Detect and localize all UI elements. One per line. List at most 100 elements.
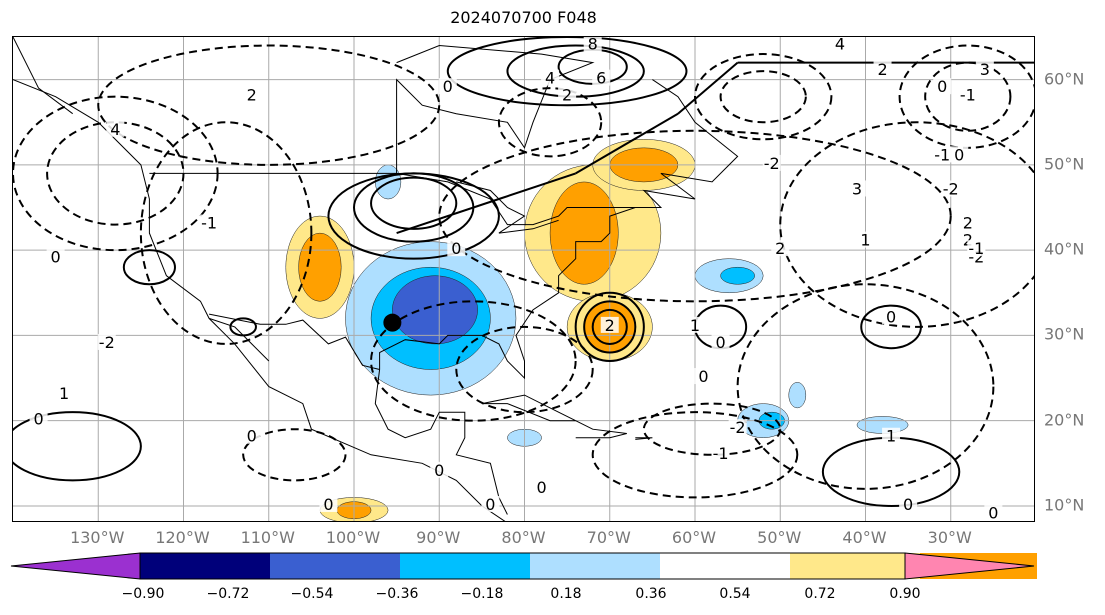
contour-label: 0 — [988, 503, 998, 522]
contour-label-bg — [771, 240, 790, 257]
contour-label-bg — [933, 146, 952, 163]
colorbar-tick-label: −0.72 — [206, 586, 250, 602]
colorbar-swatch — [140, 553, 270, 579]
contour-label: 0 — [434, 461, 444, 480]
contour-label: 0 — [536, 478, 546, 497]
coastline — [456, 181, 559, 234]
longitude-label: 100°W — [325, 528, 381, 547]
gridlines — [13, 37, 1034, 521]
contour-label-bg — [899, 495, 918, 512]
coastlines — [13, 37, 739, 521]
latitude-label: 40°N — [1044, 239, 1085, 259]
contour-line — [13, 95, 219, 252]
colorbar — [10, 552, 1037, 580]
longitude-label: 90°W — [416, 528, 461, 547]
contour-label: 0 — [451, 239, 461, 258]
contour-label: -1 — [968, 239, 984, 258]
contour-label: 3 — [980, 60, 990, 79]
contour-line — [821, 436, 961, 507]
coastline — [13, 37, 73, 115]
contour-label: -2 — [764, 154, 780, 173]
colorbar-tick-label: −0.90 — [121, 586, 165, 602]
contour-label-bg — [592, 69, 611, 86]
longitude-label: 60°W — [671, 528, 717, 547]
contour-label: 1 — [59, 384, 69, 403]
contour-label: -1 — [713, 444, 729, 463]
anomaly-patch — [298, 232, 342, 302]
contour-line — [396, 198, 500, 235]
contour-label-bg — [447, 240, 466, 257]
contour-label: 0 — [51, 248, 61, 267]
coastline — [575, 420, 627, 439]
contour-label-bg — [967, 240, 986, 257]
contour-label-bg — [481, 495, 500, 512]
longitude-label: 30°W — [927, 528, 972, 547]
contour-line — [370, 176, 458, 230]
colorbar-extend-low — [10, 552, 141, 580]
contour-label: 2 — [775, 239, 785, 258]
contour-label-bg — [583, 37, 602, 52]
contour-line — [370, 300, 577, 422]
contour-line — [736, 283, 995, 490]
colorbar-tick-label: −0.18 — [460, 586, 504, 602]
colorbar-swatch — [660, 553, 790, 579]
contour-label: 1 — [860, 231, 870, 250]
contour-label-bg — [711, 444, 730, 461]
latitude-label: 10°N — [1044, 495, 1085, 515]
contour-label: 2 — [562, 86, 572, 105]
contour-label-bg — [686, 316, 704, 333]
longitude-label: 130°W — [70, 528, 125, 547]
location-marker — [383, 313, 402, 332]
anomaly-patch — [392, 275, 478, 345]
colorbar-swatch — [400, 553, 530, 579]
contour-label: -2 — [99, 333, 115, 352]
contour-line — [438, 129, 952, 303]
colorbar-tick-label: −0.36 — [375, 586, 419, 602]
contour-label-bg — [55, 385, 74, 402]
contour-label-bg — [847, 180, 866, 197]
latitude-label: 30°N — [1044, 324, 1085, 344]
latitude-label: 60°N — [1044, 69, 1085, 89]
contour-label-bg — [984, 504, 1003, 521]
contour-line — [677, 61, 739, 115]
contour-label: 4 — [110, 120, 120, 139]
contour-label-bg — [541, 69, 560, 86]
longitude-label: 50°W — [757, 528, 802, 547]
contour-label-bg — [856, 231, 875, 248]
coastline — [209, 313, 380, 370]
contour-line — [122, 249, 176, 286]
anomaly-patch — [549, 181, 619, 285]
contour-line — [642, 402, 782, 456]
contour-label: -1 — [201, 214, 217, 233]
contour-label-bg — [882, 308, 901, 325]
contour-label-bg — [950, 146, 969, 163]
colorbar-tick-label: 0.90 — [889, 586, 921, 602]
contour-label: 0 — [886, 307, 896, 326]
anomaly-shading — [285, 139, 909, 521]
contour-label: 2 — [963, 214, 973, 233]
contour-label: -1 — [934, 145, 950, 164]
contour-label: 0 — [903, 495, 913, 514]
contour-label: 6 — [596, 69, 606, 88]
contour-line — [13, 411, 142, 482]
colorbar-swatch — [270, 553, 400, 579]
contour-line — [575, 112, 679, 175]
map-panel: 2 4 -1 0 -2 1 0 8 6 4 2 0 4 2 3 0 -1 -2 -1 0 3 2 1 -2 2 -2 2 -1 0 2 0 1… — [12, 36, 1035, 522]
contour-label: 3 — [852, 179, 862, 198]
contour-label-bg — [242, 86, 261, 103]
contour-label-bg — [873, 61, 892, 78]
contour-label-bg — [106, 120, 125, 137]
contour-label: 0 — [715, 333, 725, 352]
contour-line — [446, 37, 688, 107]
contour-label-bg — [200, 214, 219, 231]
contour-line — [591, 411, 799, 499]
contour-label: 4 — [545, 69, 555, 88]
coastline — [379, 79, 739, 380]
contour-label-bg — [46, 248, 65, 265]
contour-label: 2 — [605, 316, 615, 335]
contour-label-bg — [830, 37, 849, 52]
contour-line — [229, 317, 257, 337]
contour-label: 0 — [323, 495, 333, 514]
contour-label-bg — [958, 86, 977, 103]
